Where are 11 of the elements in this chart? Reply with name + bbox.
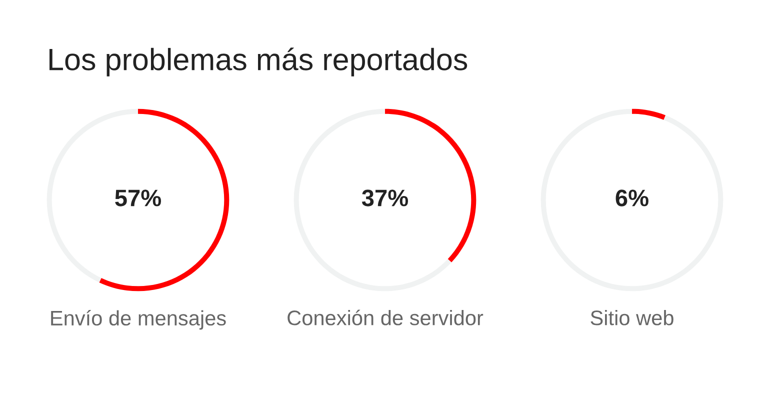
data-label: 57% [115, 190, 162, 206]
chart-title: Los problemas más reportados [50, 48, 468, 76]
text: Envío de mensajes [51, 310, 226, 330]
donut-slice [540, 108, 724, 292]
data-label: 37% [362, 190, 408, 206]
data-label: 6% [616, 190, 648, 206]
donut-slice [294, 108, 452, 292]
donut-slice [99, 108, 230, 292]
text: Conexión de servidor [288, 310, 484, 326]
donut-slice [632, 108, 666, 120]
text: Sitio web [590, 310, 674, 326]
